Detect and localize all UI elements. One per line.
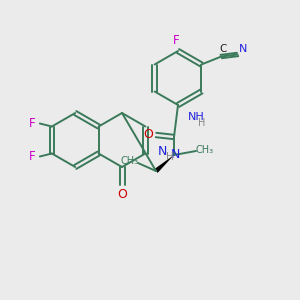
Text: F: F xyxy=(28,117,35,130)
Text: C: C xyxy=(220,44,227,55)
Text: H: H xyxy=(198,118,206,128)
Text: H: H xyxy=(167,152,174,161)
Text: NH: NH xyxy=(188,112,205,122)
Text: O: O xyxy=(143,128,153,140)
Text: N: N xyxy=(170,148,180,160)
Text: CH₃: CH₃ xyxy=(121,156,139,166)
Text: O: O xyxy=(117,188,127,200)
Text: N: N xyxy=(158,145,167,158)
Text: F: F xyxy=(28,150,35,163)
Text: F: F xyxy=(173,34,179,47)
Text: N: N xyxy=(239,44,248,55)
Text: CH₃: CH₃ xyxy=(196,145,214,155)
Polygon shape xyxy=(154,155,174,173)
